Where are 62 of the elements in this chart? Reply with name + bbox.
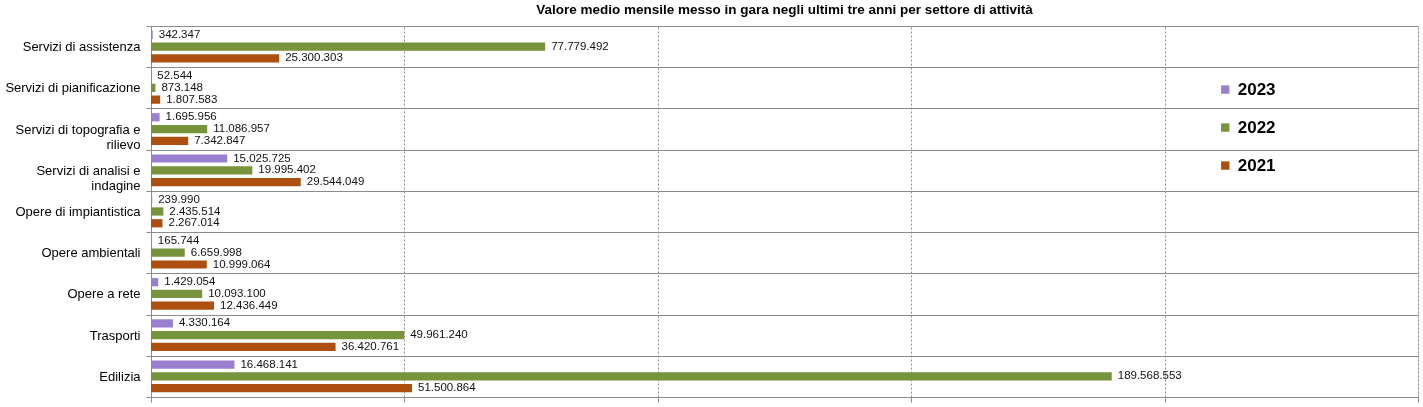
data-label: 4.330.164 — [178, 316, 231, 329]
data-label: 2.435.514 — [169, 204, 222, 217]
y-tick-label: Opere di impiantistica — [15, 204, 142, 219]
y-tick-label: Opere a rete — [67, 286, 141, 302]
data-label: 19.995.402 — [258, 163, 316, 176]
data-label: 29.544.049 — [306, 175, 365, 188]
data-label: 165.744 — [157, 233, 201, 246]
bar — [151, 248, 185, 257]
data-label: 189.568.553 — [1117, 369, 1182, 382]
data-label: 2.267.014 — [168, 216, 221, 229]
data-label: 1.429.054 — [164, 275, 217, 288]
bar — [151, 289, 203, 299]
data-label: 7.342.847 — [194, 133, 246, 146]
bar — [151, 166, 253, 175]
legend-label: 2023 — [1237, 79, 1276, 99]
bar — [151, 278, 159, 287]
chart-title: Valore medio mensile messo in gara negli ultimi tre anni per settore di attività — [536, 1, 1034, 17]
legend-label: 2021 — [1237, 155, 1276, 175]
y-tick-label: Servizi di topografia e rilievo — [15, 121, 141, 152]
bar — [151, 372, 1112, 381]
data-label: 77.779.492 — [551, 39, 609, 52]
data-label: 10.999.064 — [212, 257, 271, 270]
bar — [151, 154, 228, 163]
data-label: 52.544 — [157, 69, 194, 82]
y-tick-label: Servizi di pianificazione — [5, 80, 141, 96]
data-label: 10.093.100 — [208, 286, 266, 299]
data-label: 49.961.240 — [410, 328, 468, 341]
y-tick-label: Servizi di analisi e indagine — [36, 162, 141, 193]
bar — [151, 331, 405, 340]
data-label: 12.436.449 — [220, 298, 278, 311]
data-label: 16.468.141 — [240, 357, 299, 370]
bar — [151, 113, 160, 122]
data-label: 25.300.303 — [285, 51, 343, 64]
data-label: 1.695.956 — [165, 110, 217, 123]
data-label: 6.659.998 — [190, 245, 242, 258]
data-label: 15.025.725 — [233, 151, 291, 164]
y-tick-label: Opere ambientali — [41, 245, 141, 261]
bar — [151, 42, 546, 51]
bar — [151, 95, 161, 104]
data-label: 239.990 — [158, 192, 200, 205]
data-label: 873.148 — [161, 80, 203, 93]
data-label: 1.807.583 — [166, 92, 218, 105]
legend-label: 2022 — [1237, 117, 1276, 137]
bar — [151, 319, 173, 328]
bar — [151, 207, 164, 216]
data-label: 342.347 — [158, 27, 201, 40]
bar — [151, 384, 413, 393]
y-tick-label: Trasporti — [89, 327, 141, 343]
bar — [151, 342, 336, 352]
bar — [151, 136, 189, 145]
bar — [151, 54, 280, 63]
bar — [151, 177, 301, 187]
bar — [151, 260, 207, 269]
data-label: 11.086.957 — [213, 122, 270, 135]
y-tick-label: Edilizia — [99, 368, 142, 384]
bar — [151, 301, 215, 310]
bar — [151, 219, 163, 228]
data-label: 51.500.864 — [418, 381, 477, 394]
bar — [151, 360, 235, 369]
bar — [151, 124, 208, 134]
data-label: 36.420.761 — [341, 339, 400, 352]
y-tick-label: Servizi di assistenza — [22, 39, 142, 55]
